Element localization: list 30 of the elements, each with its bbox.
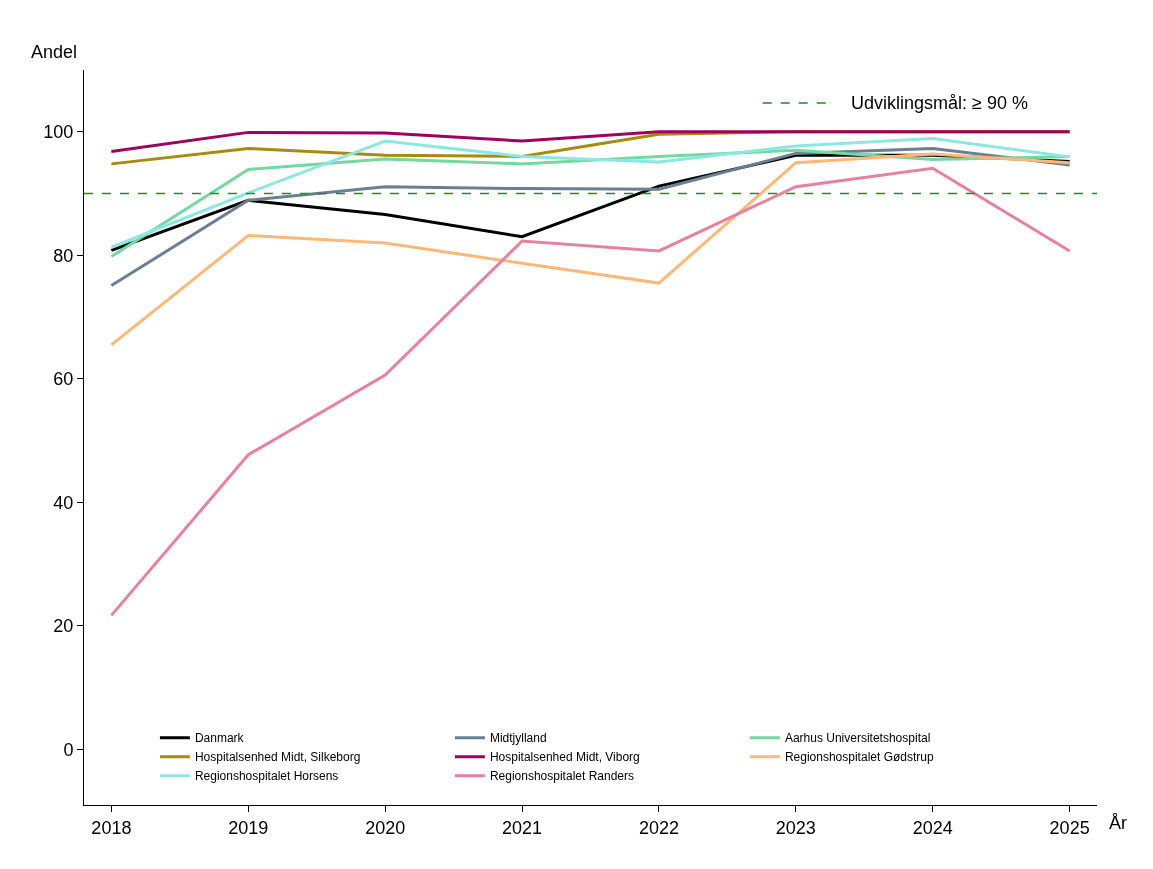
x-tick-label: 2019 [228,817,269,838]
line-series [109,130,1072,154]
y-tick-label: 80 [53,245,74,266]
legend-label: Regionshospitalet Randers [489,769,634,784]
legend-label: Hospitalsenhed Midt, Silkeborg [194,750,361,765]
x-tick-label: 2020 [365,817,406,838]
y-tick-label: 20 [53,616,74,637]
x-tick-label: 2024 [912,817,953,838]
legend-label: Hospitalsenhed Midt, Viborg [489,750,640,765]
line-series [109,146,1072,288]
x-tick-label: 2023 [775,817,816,838]
x-tick-label: 2022 [638,817,679,838]
line-series [109,152,1072,347]
legend-label: Aarhus Universitetshospital [784,731,931,746]
legend-label: Udviklingsmål: ≥ 90 % [851,93,1028,113]
x-tick-label: 2018 [91,817,132,838]
x-tick-label: 2025 [1049,817,1090,838]
line-series [109,166,1072,617]
line-series [109,137,1072,249]
legend-label: Midtjylland [489,731,547,746]
x-axis-title: År [1109,813,1128,833]
legend-label: Danmark [194,731,245,746]
x-tick-label: 2021 [502,817,543,838]
y-axis-title: Andel [31,42,78,62]
y-tick-label: 100 [43,122,74,143]
legend-label: Regionshospitalet Horsens [194,769,339,784]
y-tick-label: 0 [63,739,74,760]
legend-label: Regionshospitalet Gødstrup [784,750,934,765]
y-tick-label: 40 [53,492,74,513]
y-tick-label: 60 [53,369,74,390]
